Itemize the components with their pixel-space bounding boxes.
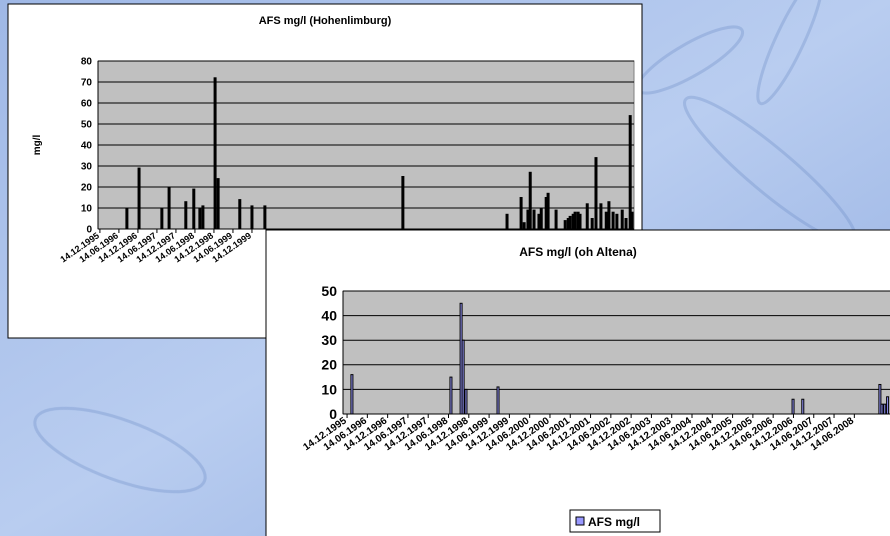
y-tick-label: 30 — [81, 162, 93, 173]
bar — [520, 198, 522, 230]
bar — [161, 208, 163, 229]
y-tick-label: 70 — [81, 78, 93, 89]
chart-panel: AFS mg/l (oh Altena)0102030405014.12.199… — [266, 230, 890, 536]
y-tick-label: 50 — [321, 283, 337, 299]
y-tick-label: 10 — [321, 381, 337, 397]
chart-title: AFS mg/l (Hohenlimburg) — [259, 15, 392, 27]
bar — [497, 387, 499, 414]
bar — [506, 214, 508, 229]
bar — [591, 219, 593, 230]
y-tick-label: 80 — [81, 57, 93, 68]
bar — [465, 389, 467, 414]
bar — [887, 397, 889, 414]
y-tick-label: 20 — [321, 357, 337, 373]
bar — [523, 223, 525, 229]
bar — [193, 189, 195, 229]
bar — [586, 204, 588, 229]
bar — [138, 168, 140, 229]
bar — [579, 214, 581, 229]
bar — [527, 210, 529, 229]
bar — [884, 404, 886, 414]
bar — [462, 340, 464, 414]
bar — [595, 158, 597, 229]
bar — [538, 214, 540, 229]
y-axis-label: mg/l — [32, 135, 43, 156]
y-tick-label: 20 — [81, 183, 93, 194]
chart-title: AFS mg/l (oh Altena) — [519, 245, 637, 259]
bar — [547, 193, 549, 229]
bar — [239, 200, 241, 229]
bar — [625, 219, 627, 230]
bar — [555, 210, 557, 229]
bar — [881, 404, 883, 414]
bar — [616, 214, 618, 229]
bar — [802, 399, 804, 414]
bar — [251, 206, 253, 229]
bar — [450, 377, 452, 414]
legend-swatch — [576, 517, 584, 525]
bar — [533, 210, 535, 229]
bar — [402, 177, 404, 230]
y-tick-label: 50 — [81, 120, 93, 131]
bar — [126, 208, 128, 229]
bar — [529, 172, 531, 229]
plot-area — [343, 291, 890, 414]
bar — [600, 204, 602, 229]
screen: AFS mg/l (Hohenlimburg)01020304050607080… — [0, 0, 890, 536]
y-tick-label: 40 — [81, 141, 93, 152]
bar — [217, 179, 219, 229]
y-tick-label: 40 — [321, 308, 337, 324]
bar — [631, 212, 633, 229]
bar — [540, 208, 542, 229]
bar — [621, 210, 623, 229]
bar — [792, 399, 794, 414]
y-tick-label: 30 — [321, 332, 337, 348]
bar — [185, 202, 187, 229]
bar — [264, 206, 266, 229]
bar — [168, 187, 170, 229]
bar — [612, 212, 614, 229]
bar — [199, 208, 201, 229]
bar — [574, 212, 576, 229]
bar — [202, 206, 204, 229]
y-tick-label: 10 — [81, 204, 93, 215]
legend-label: AFS mg/l — [588, 515, 640, 529]
page: {"chart_data": [ {"type": "bar", "title"… — [0, 0, 890, 536]
bar — [564, 221, 566, 229]
bar — [214, 78, 216, 229]
bar — [605, 212, 607, 229]
bar — [569, 216, 571, 229]
bar — [608, 202, 610, 229]
bar — [351, 375, 353, 414]
y-tick-label: 60 — [81, 99, 93, 110]
